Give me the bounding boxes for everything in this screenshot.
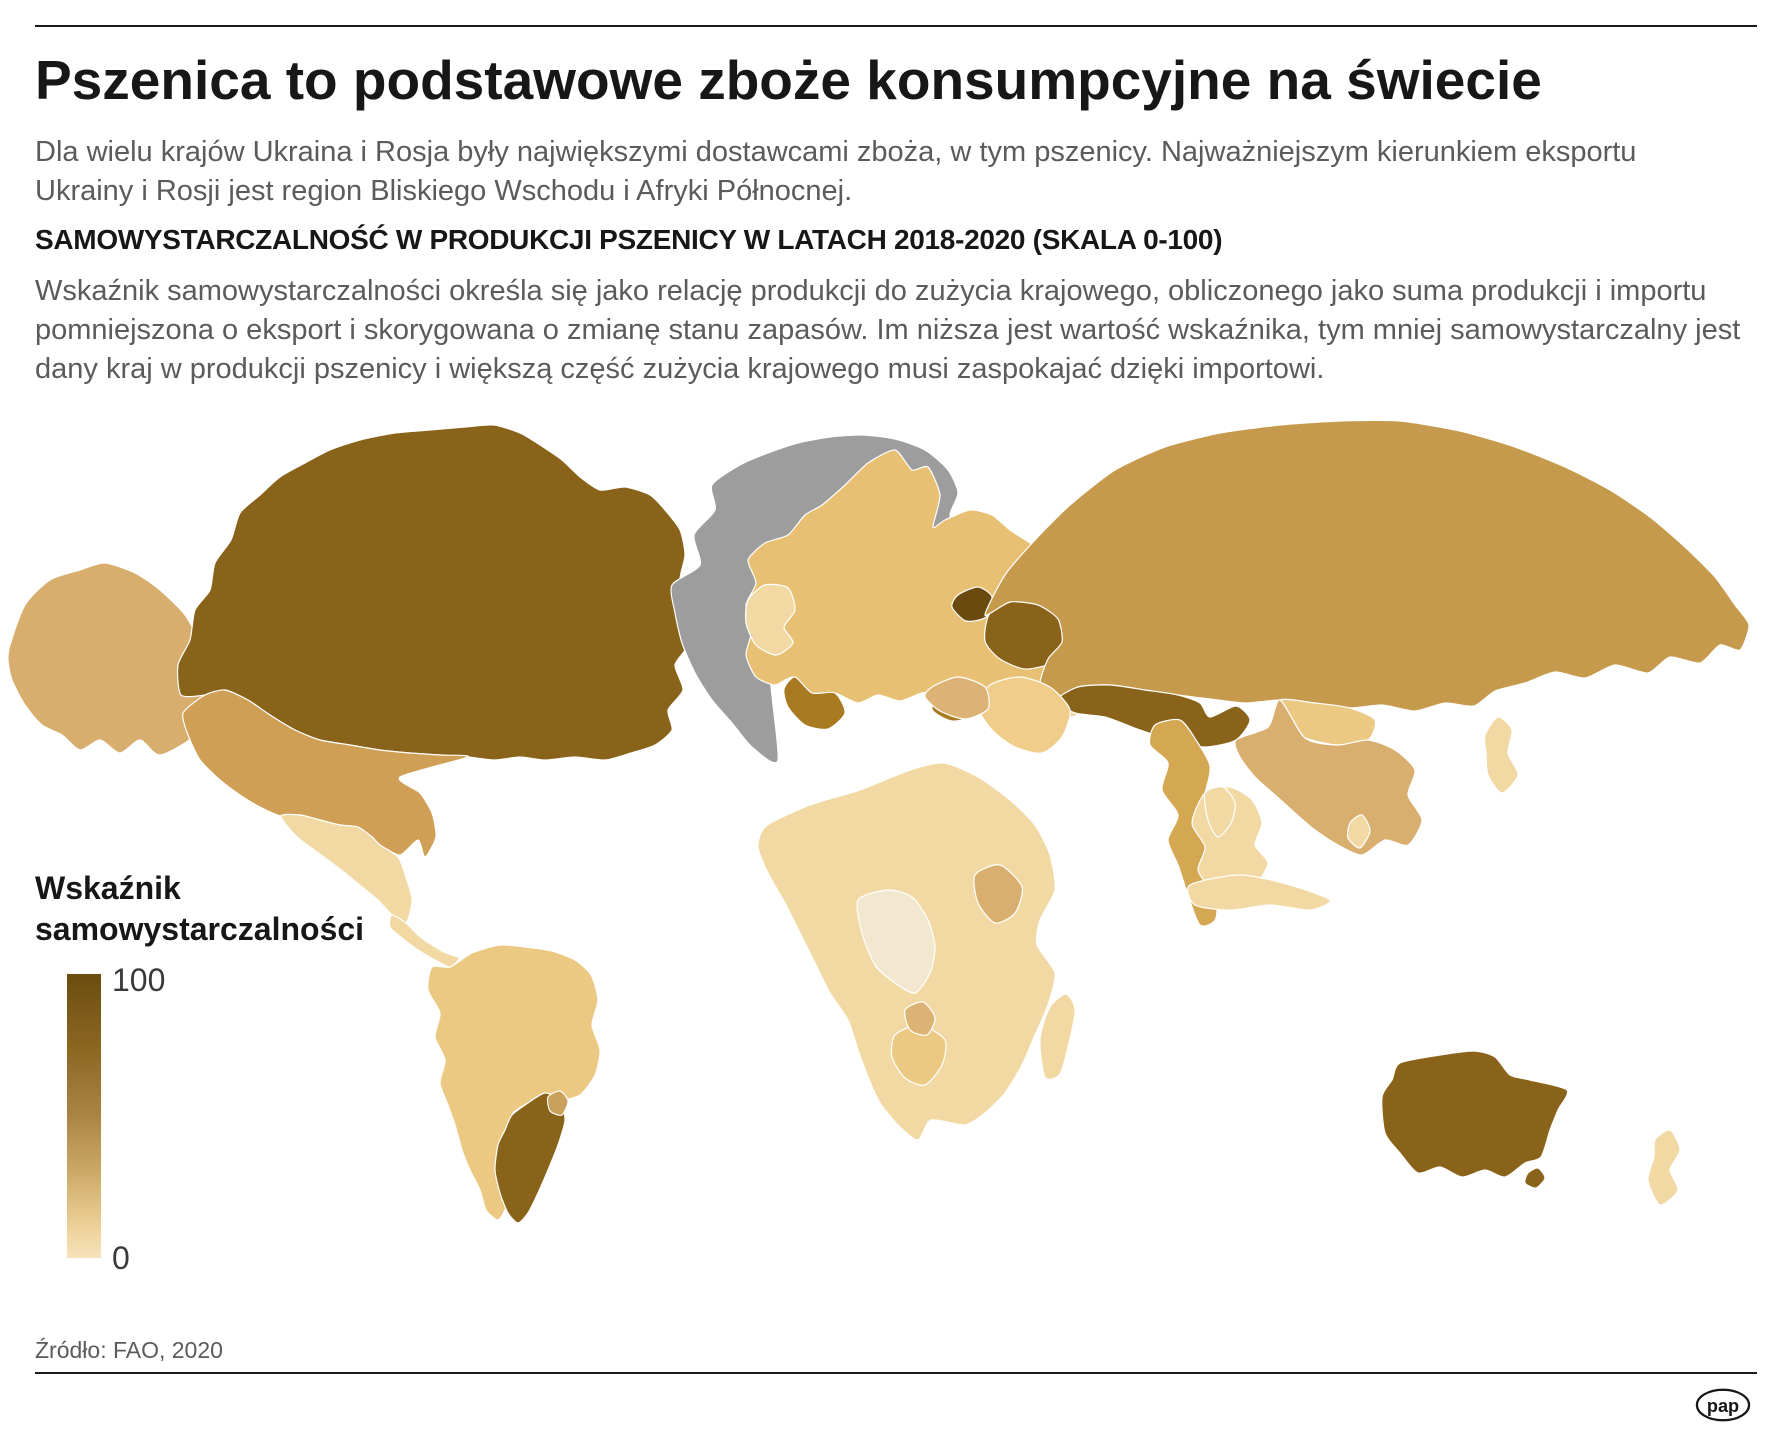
svg-text:pap: pap	[1707, 1396, 1739, 1416]
